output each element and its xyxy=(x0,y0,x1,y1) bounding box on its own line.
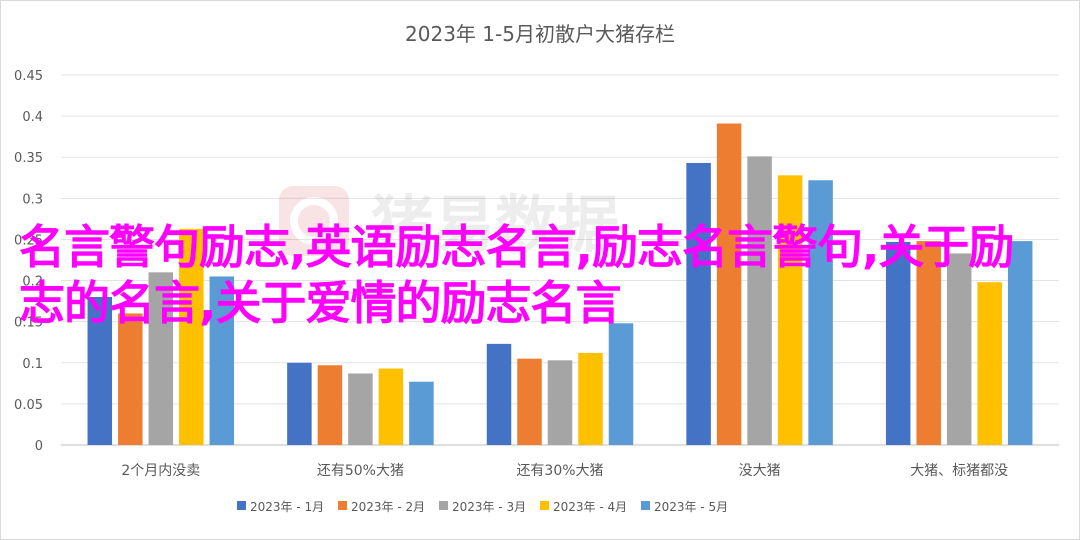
legend: 2023年 - 1月 2023年 - 2月 2023年 - 3月 2023年 - 4月… xyxy=(237,500,728,514)
legend-swatch xyxy=(641,501,650,510)
legend-label: 2023年 - 5月 xyxy=(654,500,728,514)
chart-title: 2023年 1-5月初散户大猪存栏 xyxy=(405,22,675,46)
legend-swatch xyxy=(338,501,347,510)
watermark-text: 猪易数据 xyxy=(371,188,619,261)
bar-2-2 xyxy=(317,365,343,445)
y-tick-label: 0 xyxy=(35,439,43,454)
watermark: 猪易数据 xyxy=(279,186,619,261)
legend-label: 2023年 - 3月 xyxy=(452,500,526,514)
y-tick-label: 0.45 xyxy=(14,69,43,84)
y-tick-label: 0.35 xyxy=(14,151,43,166)
y-axis-ticks: 0 0.05 0.1 0.15 0.2 0.25 0.3 0.35 0.4 0.45 xyxy=(14,69,43,454)
bar-5-3 xyxy=(946,253,972,445)
y-tick-label: 0.2 xyxy=(22,275,43,290)
x-tick-label: 还有50%大猪 xyxy=(317,463,404,479)
bar-5-2 xyxy=(916,241,941,445)
x-tick-label: 2个月内没卖 xyxy=(121,463,200,479)
bar-3-1 xyxy=(486,343,512,445)
y-tick-label: 0.3 xyxy=(22,192,43,207)
y-tick-label: 0.4 xyxy=(22,110,43,125)
x-tick-label: 没大猪 xyxy=(739,463,781,479)
legend-label: 2023年 - 2月 xyxy=(351,500,425,514)
x-axis-ticks: 2个月内没卖 还有50%大猪 还有30%大猪 没大猪 大猪、标猪都没 xyxy=(121,463,1008,479)
legend-swatch xyxy=(237,501,246,510)
bar-3-2 xyxy=(517,358,542,445)
bar-1-5 xyxy=(209,276,235,445)
bar-2-5 xyxy=(409,381,434,445)
bar-1-4 xyxy=(179,228,204,445)
x-tick-label: 还有30%大猪 xyxy=(516,463,603,479)
bar-4-2 xyxy=(716,123,742,445)
y-tick-label: 0.15 xyxy=(14,316,43,331)
bar-4-3 xyxy=(747,156,772,445)
legend-label: 2023年 - 1月 xyxy=(250,500,324,514)
x-tick-label: 大猪、标猪都没 xyxy=(910,463,1008,479)
bars xyxy=(87,123,1033,446)
bar-1-1 xyxy=(87,297,113,445)
bar-3-5 xyxy=(608,323,634,445)
bar-5-1 xyxy=(885,241,911,445)
bar-4-1 xyxy=(686,162,711,445)
bar-2-4 xyxy=(378,368,404,445)
y-tick-label: 0.25 xyxy=(14,233,43,248)
bar-5-5 xyxy=(1007,241,1033,445)
bar-4-5 xyxy=(808,180,833,445)
bar-3-4 xyxy=(578,352,603,445)
bar-4-4 xyxy=(777,175,803,446)
bar-1-2 xyxy=(118,313,143,445)
bar-2-1 xyxy=(287,362,312,445)
bar-2-3 xyxy=(348,373,373,445)
bar-3-3 xyxy=(547,360,573,445)
bar-5-4 xyxy=(977,282,1002,445)
y-tick-label: 0.05 xyxy=(14,398,43,413)
watermark-logo: 猪易数据 xyxy=(279,186,619,261)
bar-1-3 xyxy=(148,272,174,445)
legend-swatch xyxy=(540,501,549,510)
y-tick-label: 0.1 xyxy=(22,357,43,372)
legend-label: 2023年 - 4月 xyxy=(553,500,627,514)
legend-swatch xyxy=(439,501,448,510)
